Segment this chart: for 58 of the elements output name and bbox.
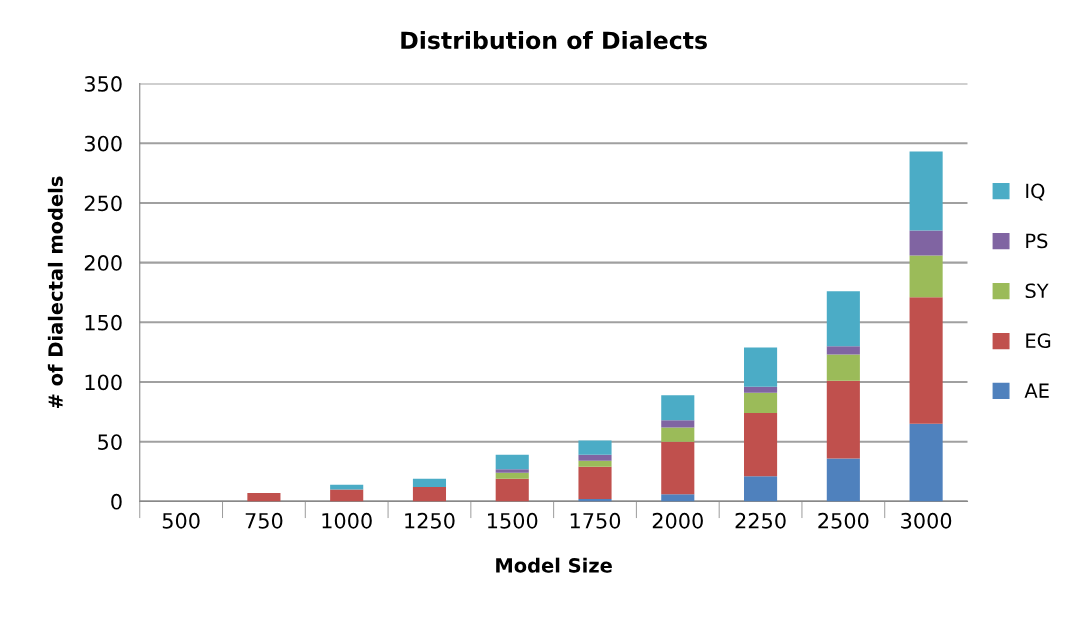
y-tick-label: 200 [84, 255, 122, 271]
bar [744, 392, 778, 414]
y-axis-title: # of Dialectal models [47, 176, 63, 409]
bar [412, 487, 447, 502]
x-tick-label: 500 [162, 512, 200, 529]
y-tick-label: 300 [84, 135, 122, 152]
bar [412, 478, 447, 488]
bar [495, 478, 529, 502]
bar [909, 151, 943, 231]
x-tick-label: 1000 [322, 512, 372, 529]
bar [661, 427, 695, 442]
y-tick-label: 250 [84, 195, 122, 212]
x-tick-label: 2000 [652, 512, 703, 529]
bar [495, 469, 529, 473]
bar [826, 354, 860, 381]
y-tick-label: 0 [111, 493, 122, 510]
legend-label: SY [1025, 283, 1049, 299]
bar [578, 440, 612, 455]
bar [909, 230, 943, 256]
x-tick-label: 750 [245, 512, 283, 529]
bar [661, 494, 695, 502]
x-tick-label: 3000 [901, 512, 952, 529]
bar [330, 489, 364, 502]
bar [909, 255, 943, 298]
legend-label: EG [1026, 333, 1051, 349]
x-tick-label: 2500 [818, 512, 869, 529]
bar [826, 291, 860, 347]
bar [909, 423, 943, 502]
bar [826, 380, 860, 459]
legend-label: PS [1026, 233, 1048, 249]
legend-label: AE [1024, 383, 1049, 398]
legend-label: IQ [1026, 183, 1045, 201]
bar [578, 460, 612, 467]
y-tick-label: 350 [84, 76, 122, 92]
x-axis-title: Model Size [496, 557, 612, 573]
y-tick-label: 50 [98, 434, 122, 450]
bar [909, 297, 943, 424]
bar [661, 395, 695, 421]
bar [744, 476, 778, 502]
chart-title: Distribution of Dialects [401, 30, 707, 50]
bar [578, 454, 612, 461]
bar [826, 458, 860, 502]
bar [495, 454, 529, 470]
bar [247, 493, 281, 502]
bar [744, 386, 778, 393]
y-tick-label: 100 [85, 374, 122, 391]
bar [495, 472, 529, 479]
x-tick-label: 1750 [570, 512, 621, 529]
x-tick-label: 1250 [405, 512, 455, 529]
bar [661, 441, 695, 495]
y-tick-label: 150 [85, 314, 122, 331]
x-tick-label: 1500 [488, 512, 538, 529]
x-tick-label: 2250 [735, 512, 786, 529]
bar [744, 347, 778, 387]
bar [826, 346, 860, 355]
bar [578, 466, 612, 499]
bar [744, 413, 778, 477]
bar [661, 420, 695, 428]
